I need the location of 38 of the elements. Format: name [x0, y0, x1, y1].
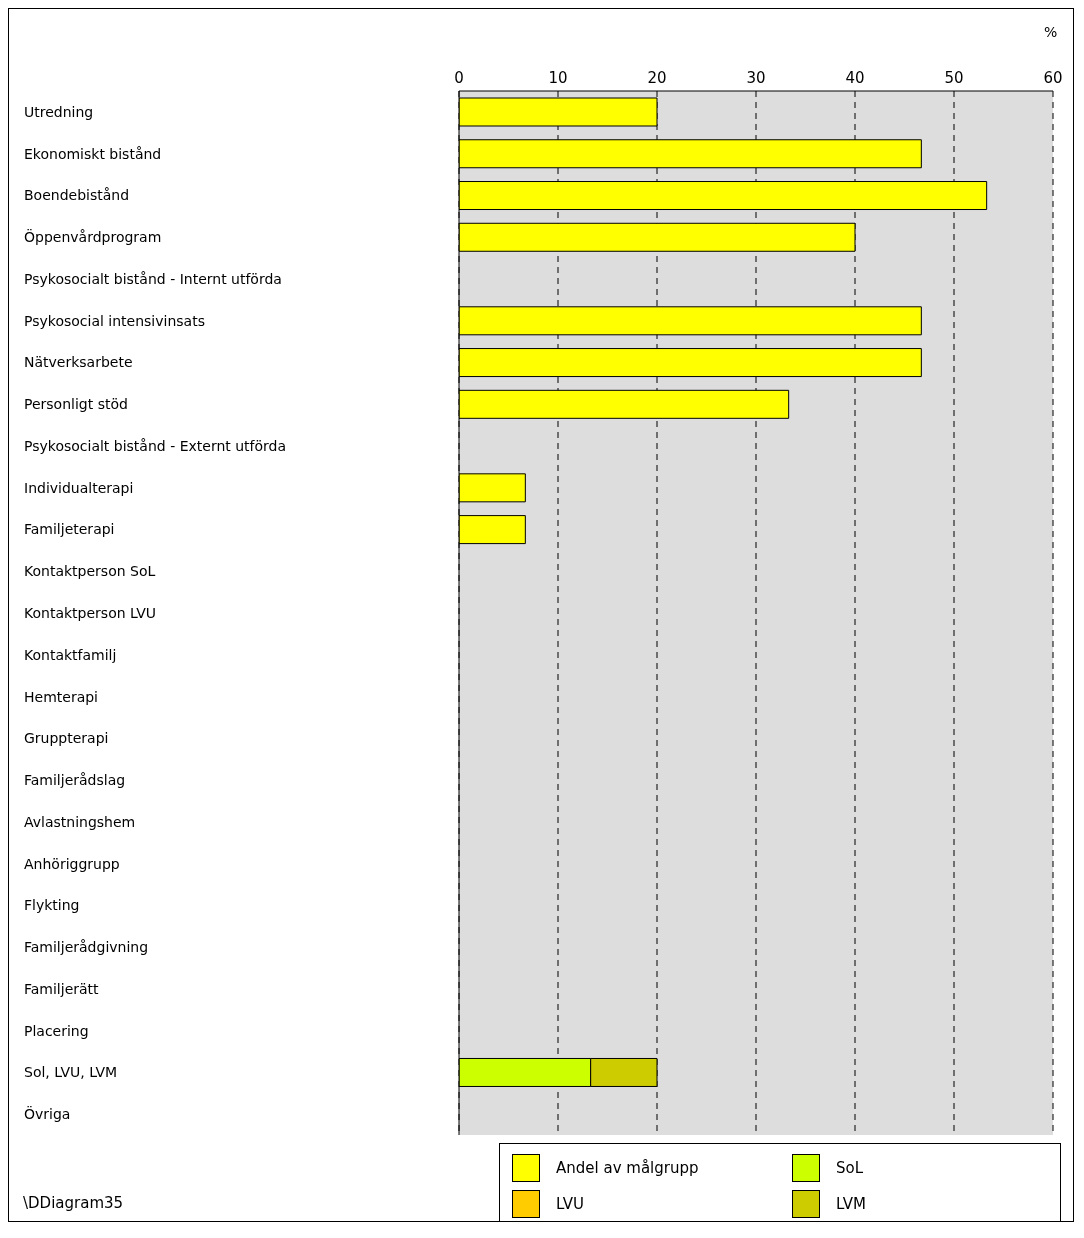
y-tick-label: Avlastningshem: [24, 813, 136, 830]
legend-label: LVM: [836, 1195, 866, 1213]
y-tick-label: Öppenvårdprogram: [24, 228, 162, 246]
y-tick-label: Gruppterapi: [24, 730, 109, 747]
y-tick-label: Familjerätt: [24, 980, 100, 997]
y-tick-label: Ekonomiskt bistånd: [24, 145, 162, 162]
y-tick-label: Flykting: [24, 897, 80, 914]
x2-tick-label: 60: [1043, 69, 1063, 87]
y-tick-label: Psykosocial intensivinsats: [24, 312, 205, 329]
legend-label: LVU: [556, 1195, 584, 1213]
y-tick-label: Individualterapi: [24, 479, 134, 496]
x2-tick-label: 20: [647, 69, 667, 87]
legend-label: Andel av målgrupp: [556, 1159, 699, 1177]
x2-tick-label: 40: [845, 69, 865, 87]
y-tick-label: Sol, LVU, LVM: [24, 1064, 118, 1081]
x2-tick-label: 10: [548, 69, 568, 87]
y-tick-label: Hemterapi: [24, 688, 98, 705]
y-tick-label: Utredning: [24, 103, 94, 120]
y-tick-label: Nätverksarbete: [24, 354, 133, 371]
x2-axis-title: %: [1044, 24, 1058, 40]
y-tick-label: Kontaktperson LVU: [24, 605, 157, 621]
y-tick-label: Kontaktperson SoL: [24, 563, 156, 580]
y-tick-label: Övriga: [24, 1105, 71, 1123]
y-tick-label: Kontaktfamilj: [24, 646, 117, 663]
y-tick-label: Familjerådslag: [24, 772, 126, 789]
y-tick-label: Anhöriggrupp: [24, 855, 120, 872]
x2-tick-label: 50: [944, 69, 964, 87]
y-tick-label: Placering: [24, 1022, 89, 1039]
text: \DDiagram35: [23, 1194, 124, 1212]
y-tick-label: Boendebistånd: [24, 187, 130, 204]
y-tick-label: Familjeterapi: [24, 521, 115, 538]
legend-label: SoL: [836, 1159, 864, 1177]
y-tick-label: Psykosocialt bistånd - Externt utförda: [24, 437, 287, 454]
x2-tick-label: 0: [454, 69, 464, 87]
x2-tick-label: 30: [746, 69, 766, 87]
y-tick-label: Familjerådgivning: [24, 939, 149, 956]
y-tick-label: Personligt stöd: [24, 396, 128, 413]
y-tick-label: Psykosocialt bistånd - Internt utförda: [24, 270, 282, 287]
